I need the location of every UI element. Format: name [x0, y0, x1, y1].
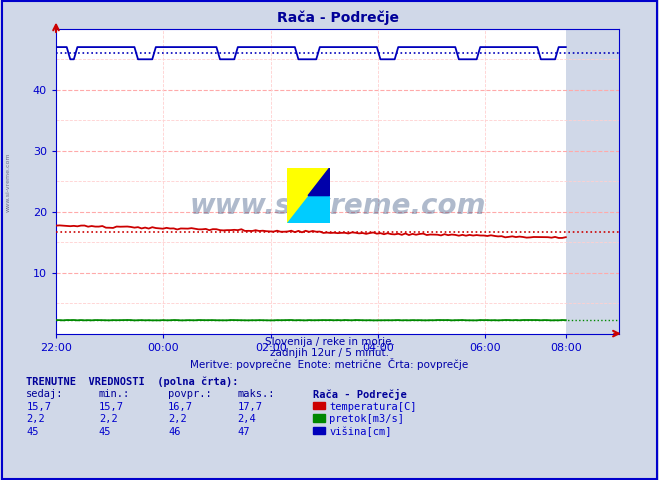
- Text: temperatura[C]: temperatura[C]: [330, 402, 417, 412]
- Text: 46: 46: [168, 427, 181, 437]
- Text: Slovenija / reke in morje.: Slovenija / reke in morje.: [264, 337, 395, 347]
- Text: 15,7: 15,7: [99, 402, 124, 412]
- Text: 2,2: 2,2: [26, 414, 45, 424]
- Text: Meritve: povprečne  Enote: metrične  Črta: povprečje: Meritve: povprečne Enote: metrične Črta:…: [190, 358, 469, 370]
- Text: 2,2: 2,2: [99, 414, 117, 424]
- Text: 15,7: 15,7: [26, 402, 51, 412]
- Text: Rača - Podrečje: Rača - Podrečje: [313, 389, 407, 400]
- Text: 16,7: 16,7: [168, 402, 193, 412]
- Text: TRENUTNE  VREDNOSTI  (polna črta):: TRENUTNE VREDNOSTI (polna črta):: [26, 377, 239, 387]
- Text: min.:: min.:: [99, 389, 130, 399]
- Text: pretok[m3/s]: pretok[m3/s]: [330, 414, 405, 424]
- Text: www.si-vreme.com: www.si-vreme.com: [5, 153, 11, 212]
- Text: 17,7: 17,7: [237, 402, 262, 412]
- Polygon shape: [308, 168, 330, 196]
- Bar: [566, 29, 619, 334]
- Text: www.si-vreme.com: www.si-vreme.com: [190, 192, 486, 219]
- Text: višina[cm]: višina[cm]: [330, 427, 392, 437]
- Text: zadnjih 12ur / 5 minut.: zadnjih 12ur / 5 minut.: [270, 348, 389, 358]
- Text: sedaj:: sedaj:: [26, 389, 64, 399]
- Text: 2,2: 2,2: [168, 414, 186, 424]
- Title: Rača - Podrečje: Rača - Podrečje: [277, 11, 399, 25]
- Text: 45: 45: [26, 427, 39, 437]
- Text: 45: 45: [99, 427, 111, 437]
- Text: maks.:: maks.:: [237, 389, 275, 399]
- Polygon shape: [287, 168, 330, 223]
- Text: povpr.:: povpr.:: [168, 389, 212, 399]
- Text: 2,4: 2,4: [237, 414, 256, 424]
- Text: 47: 47: [237, 427, 250, 437]
- Polygon shape: [287, 168, 330, 223]
